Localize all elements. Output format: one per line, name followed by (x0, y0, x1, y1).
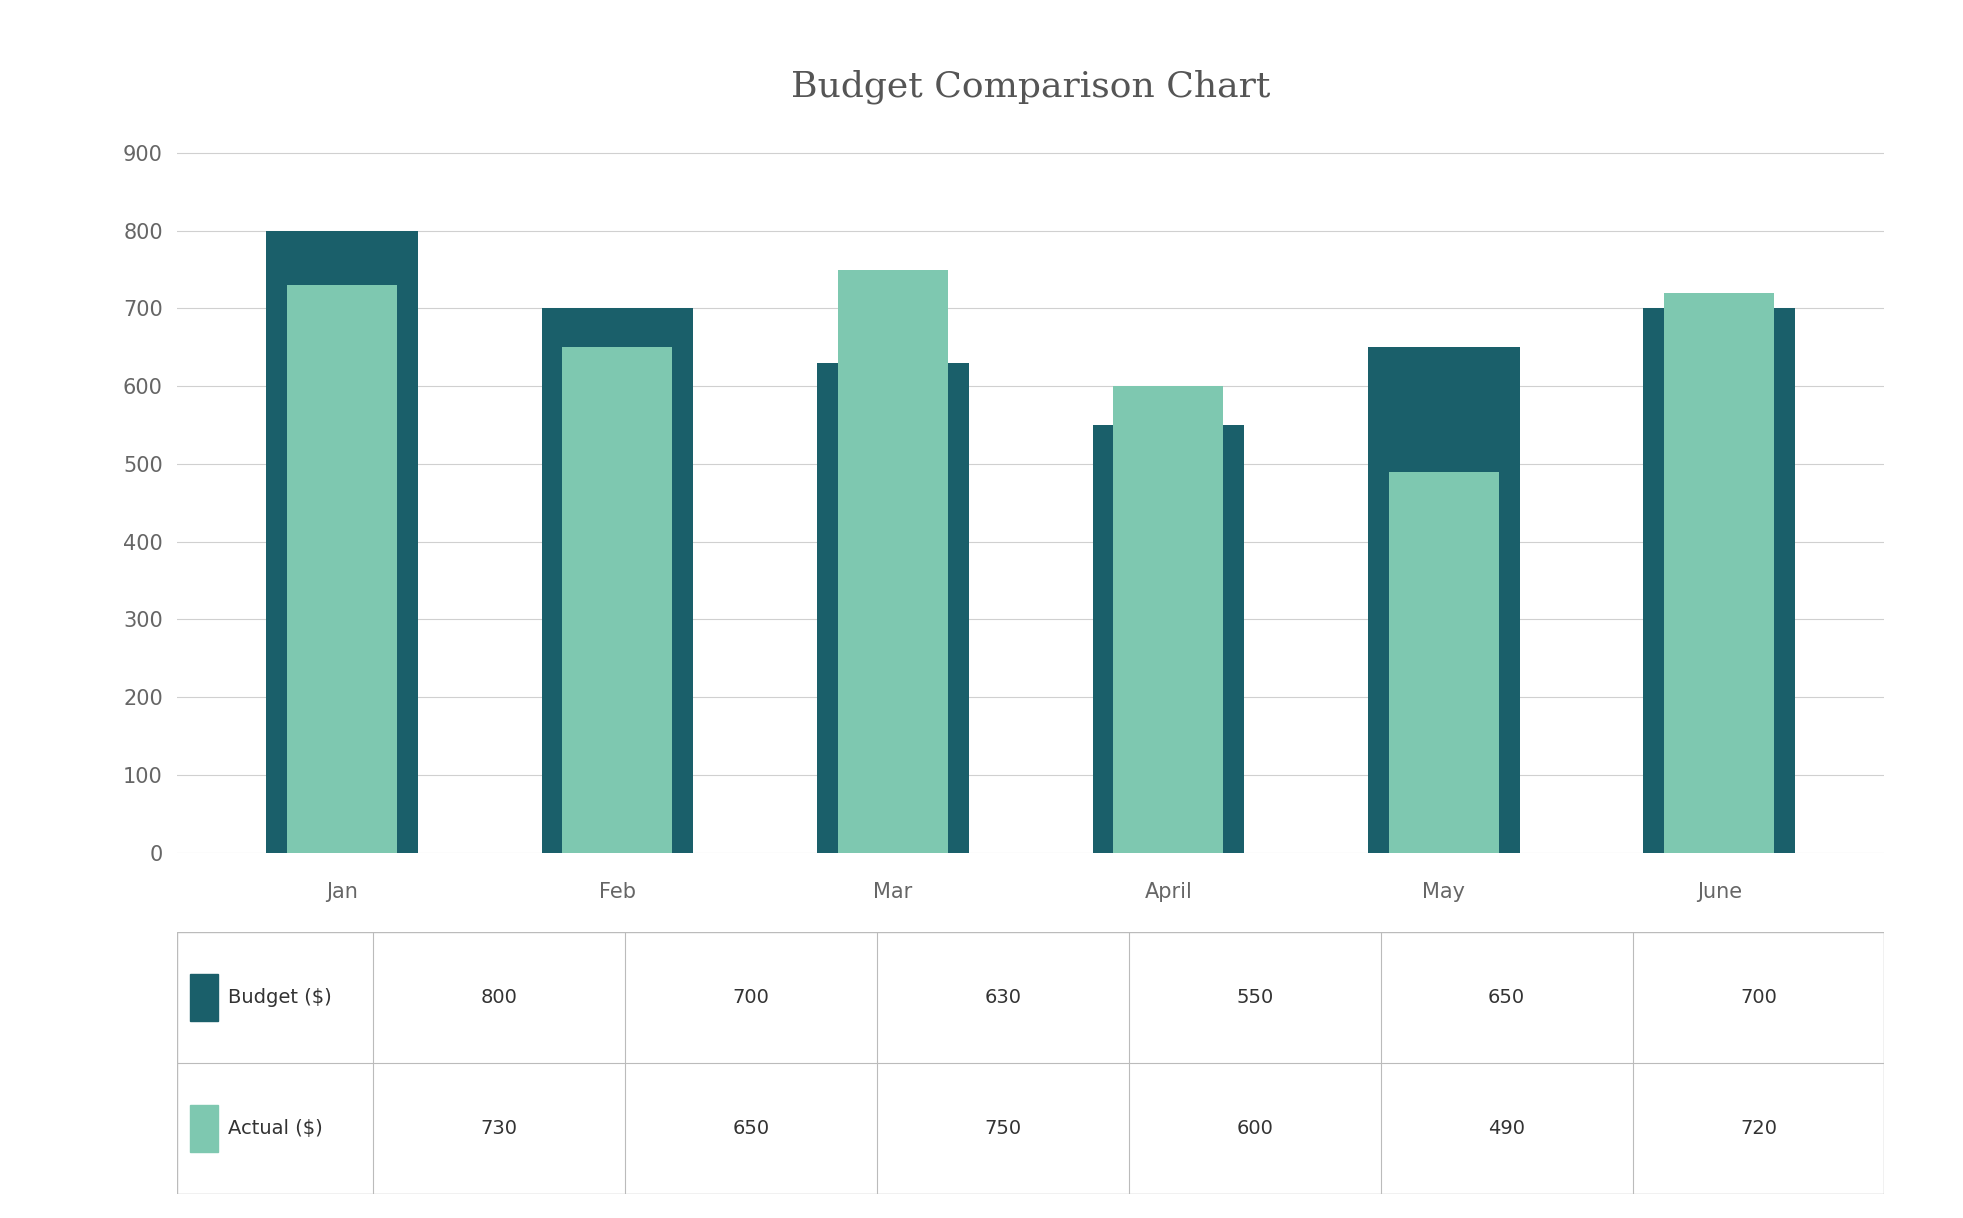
Text: Budget ($): Budget ($) (228, 988, 332, 1007)
Text: 600: 600 (1237, 1118, 1274, 1138)
Bar (1368, 347, 1519, 853)
Text: Mar: Mar (874, 882, 913, 903)
Bar (1093, 425, 1245, 853)
Text: 720: 720 (1739, 1118, 1777, 1138)
Text: 630: 630 (983, 988, 1021, 1007)
Bar (542, 308, 693, 853)
Text: 650: 650 (732, 1118, 769, 1138)
Text: 700: 700 (732, 988, 769, 1007)
Text: 700: 700 (1739, 988, 1777, 1007)
Bar (190, 1105, 218, 1152)
Bar (1113, 386, 1223, 853)
Bar (838, 269, 948, 853)
Bar (1665, 292, 1775, 853)
Bar (1388, 471, 1500, 853)
Bar (561, 347, 673, 853)
Title: Budget Comparison Chart: Budget Comparison Chart (791, 69, 1270, 105)
Text: May: May (1423, 882, 1464, 903)
Text: Feb: Feb (599, 882, 636, 903)
Text: 490: 490 (1488, 1118, 1525, 1138)
Text: Actual ($): Actual ($) (228, 1118, 322, 1138)
Text: 800: 800 (481, 988, 518, 1007)
Text: 750: 750 (983, 1118, 1021, 1138)
Text: June: June (1696, 882, 1741, 903)
Text: Jan: Jan (326, 882, 357, 903)
Bar (1643, 308, 1794, 853)
Bar (190, 973, 218, 1021)
Text: April: April (1144, 882, 1192, 903)
Text: 730: 730 (481, 1118, 518, 1138)
Bar (817, 363, 968, 853)
Text: 550: 550 (1237, 988, 1274, 1007)
Bar (287, 285, 397, 853)
Text: 650: 650 (1488, 988, 1525, 1007)
Bar (267, 230, 418, 853)
